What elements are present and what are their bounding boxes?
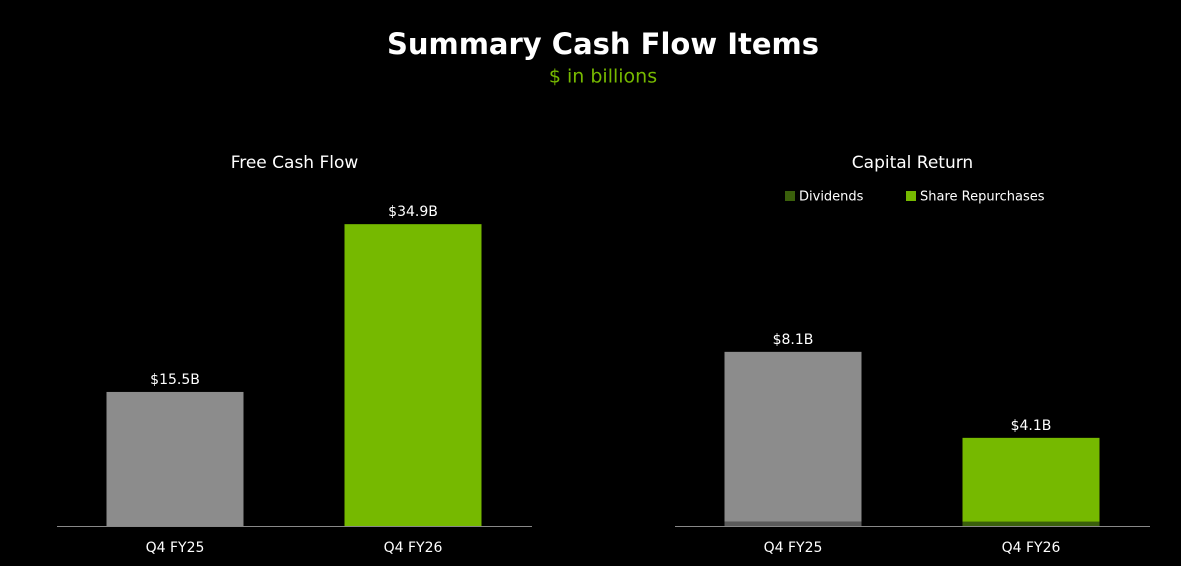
- legend-swatch: [906, 191, 916, 201]
- chart-title: Free Cash Flow: [231, 153, 359, 173]
- total-label: $8.1B: [773, 332, 814, 348]
- x-tick-label: Q4 FY25: [146, 540, 205, 556]
- slide-title: Summary Cash Flow Items: [387, 27, 819, 61]
- bar-segment: [962, 437, 1100, 522]
- x-tick-label: Q4 FY26: [1002, 540, 1061, 556]
- bar: [106, 391, 244, 526]
- x-tick-label: Q4 FY25: [764, 540, 823, 556]
- value-label: $34.9B: [388, 204, 438, 220]
- bar-segment: [962, 521, 1100, 526]
- total-label: $4.1B: [1011, 418, 1052, 434]
- chart-title: Capital Return: [852, 153, 973, 173]
- value-label: $15.5B: [150, 372, 200, 388]
- bar: [344, 224, 482, 526]
- bar-segment: [724, 351, 862, 522]
- legend-label: Share Repurchases: [920, 190, 1045, 205]
- x-tick-label: Q4 FY26: [384, 540, 443, 556]
- slide-subtitle: $ in billions: [549, 66, 657, 88]
- legend-swatch: [785, 191, 795, 201]
- bar-segment: [724, 521, 862, 526]
- legend-label: Dividends: [799, 190, 864, 205]
